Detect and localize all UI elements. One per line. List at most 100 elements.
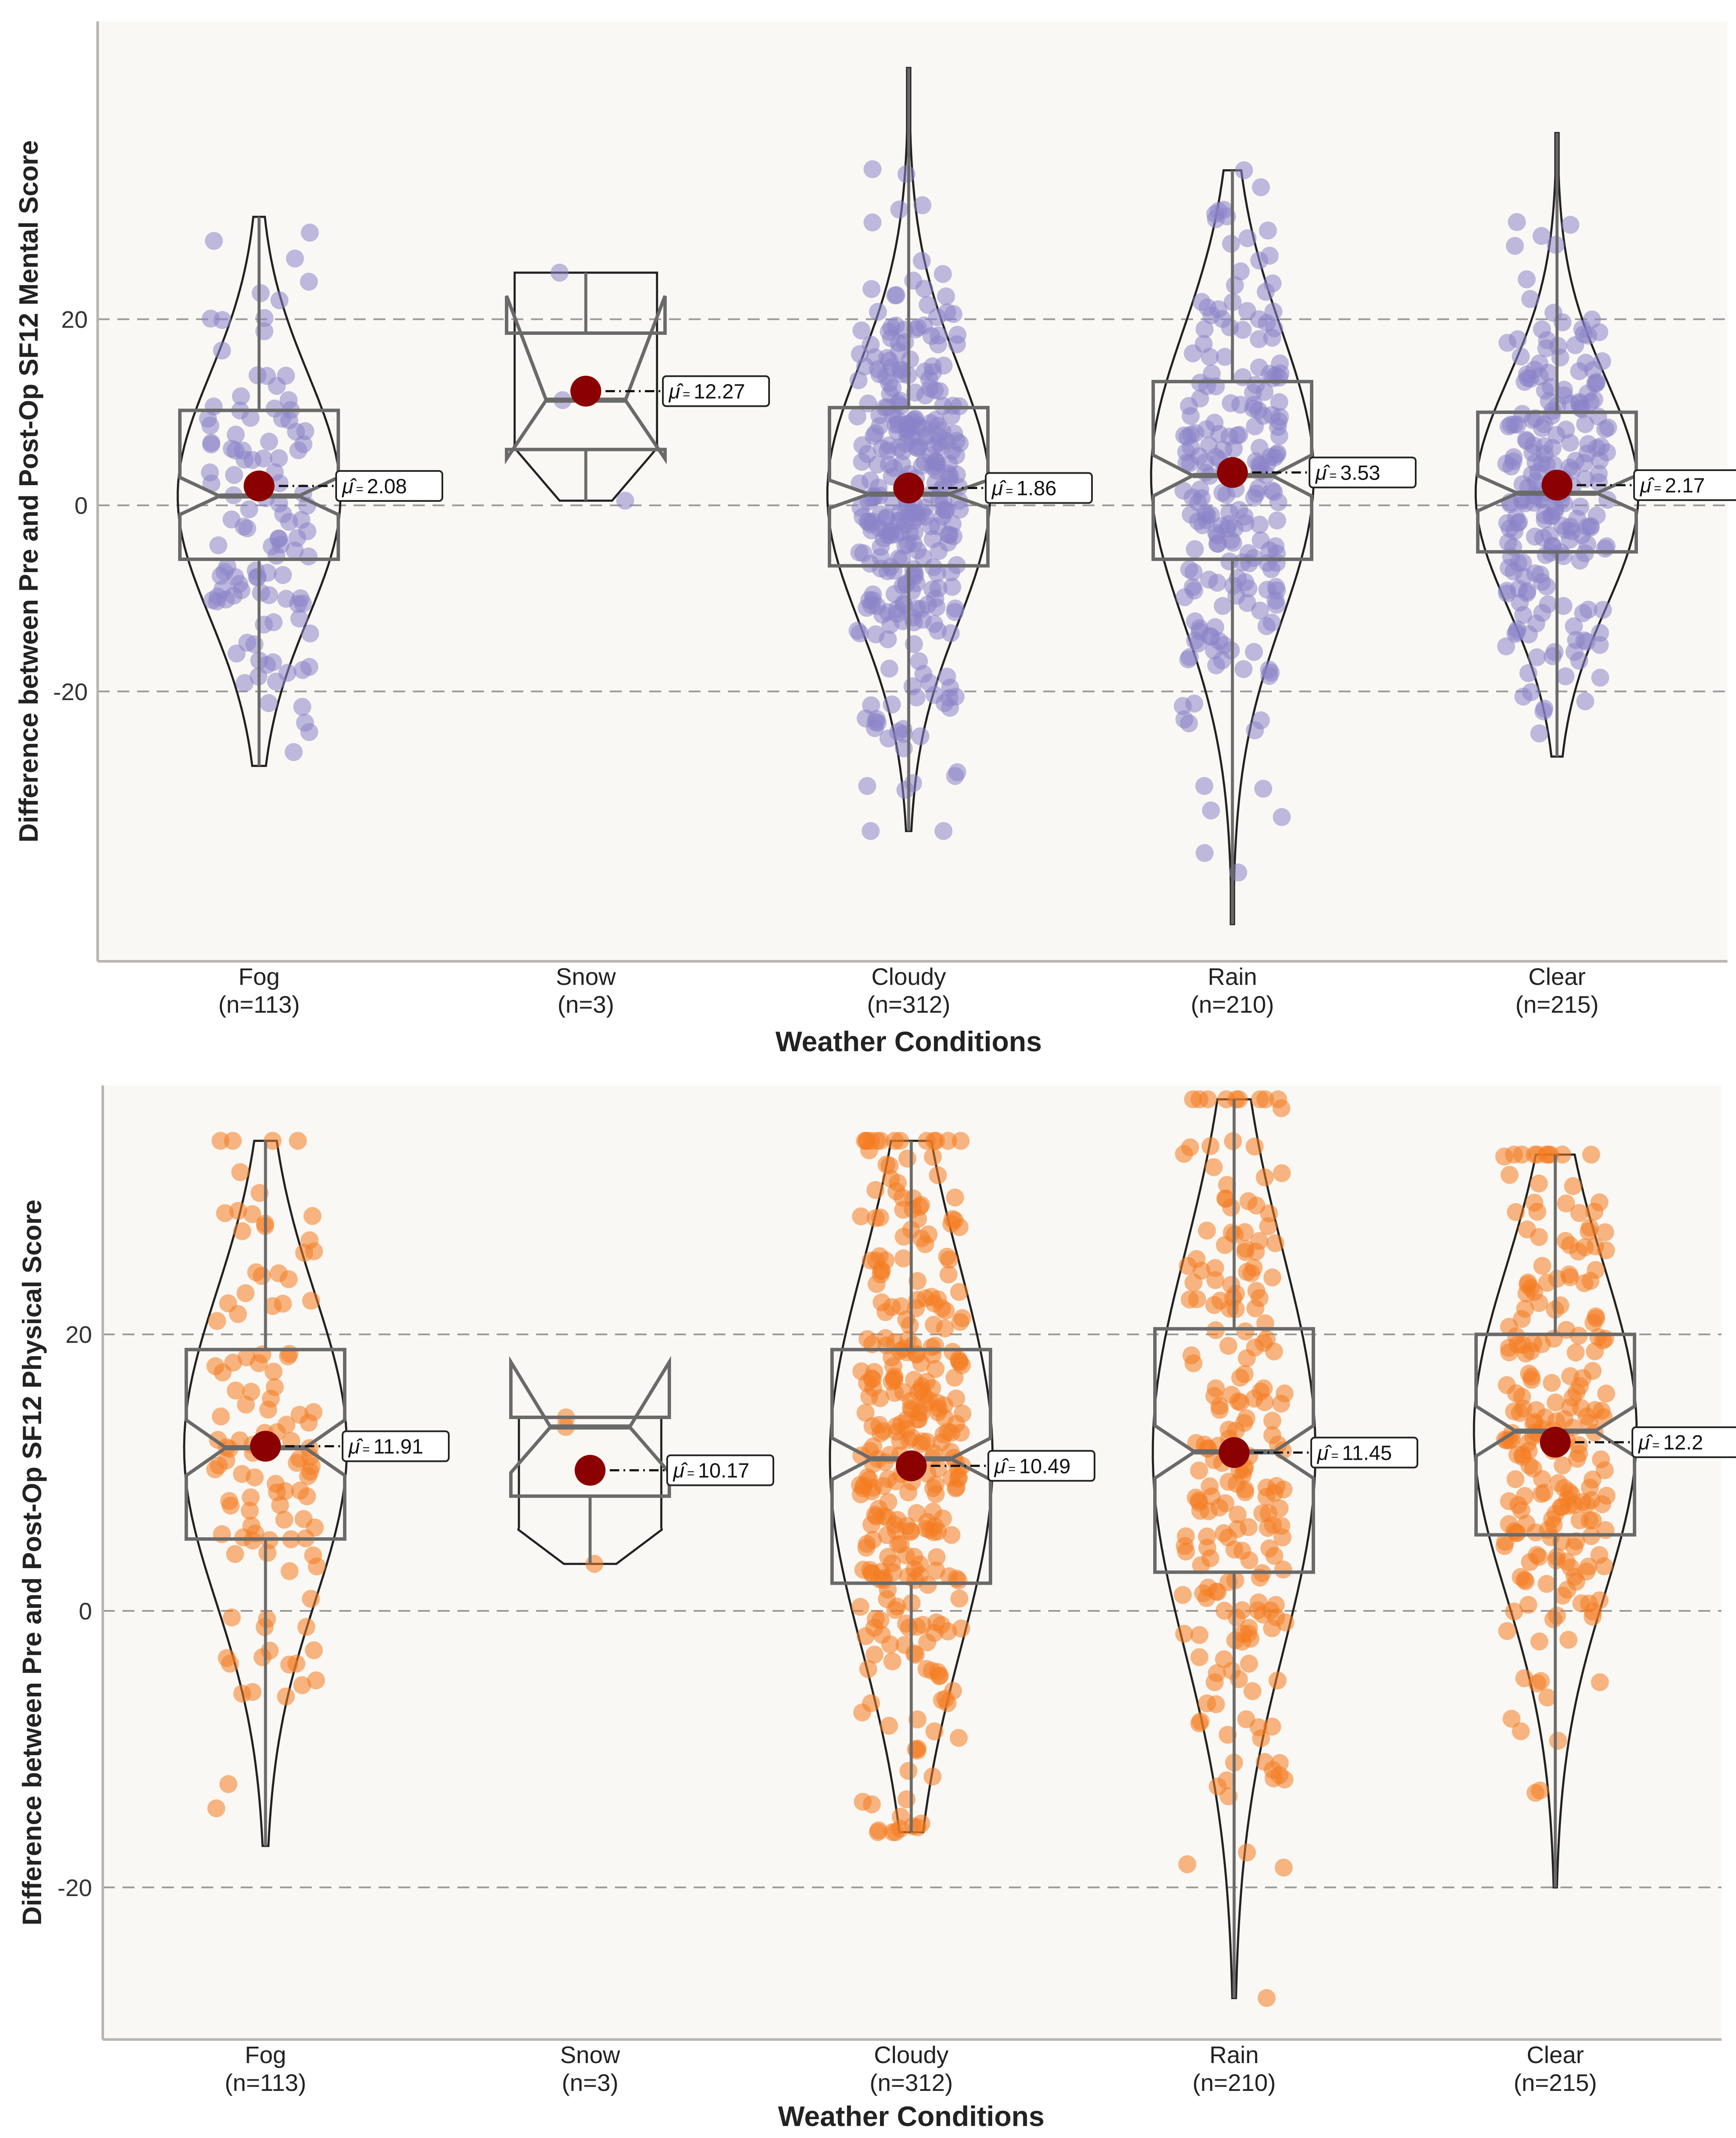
- data-point: [1174, 1586, 1192, 1604]
- data-point: [889, 723, 907, 741]
- data-point: [1265, 1484, 1283, 1502]
- data-point: [1238, 1349, 1256, 1367]
- data-point: [934, 356, 953, 375]
- data-point: [1245, 1390, 1263, 1408]
- data-point: [227, 644, 246, 663]
- data-point: [952, 1619, 970, 1638]
- mean-label: μ̂ = 1.86: [991, 477, 1056, 500]
- data-point: [247, 561, 265, 580]
- data-point: [1508, 415, 1527, 434]
- x-axis-label: Weather Conditions: [776, 1026, 1042, 1057]
- data-point: [1512, 1310, 1531, 1328]
- data-point: [1222, 394, 1240, 412]
- data-point: [1200, 436, 1218, 455]
- mean-label-box: [1309, 456, 1417, 489]
- data-point: [928, 1394, 946, 1412]
- data-point: [919, 595, 937, 614]
- x-tick-label: Rain: [1208, 963, 1257, 990]
- data-point: [950, 1283, 968, 1301]
- x-tick-count: (n=113): [218, 991, 300, 1018]
- data-point: [1254, 779, 1272, 798]
- data-point: [934, 822, 953, 840]
- data-point: [943, 1343, 962, 1361]
- data-point: [852, 1207, 870, 1226]
- box-snow: [505, 295, 667, 465]
- data-point: [1213, 483, 1232, 502]
- data-point: [943, 1469, 961, 1488]
- data-point: [1250, 330, 1268, 349]
- mean-label-box: [985, 472, 1093, 504]
- data-point: [1557, 521, 1575, 540]
- data-point: [1256, 283, 1275, 301]
- data-point: [1542, 1374, 1561, 1392]
- violin-clear: [1474, 132, 1640, 758]
- mean-point: [896, 1450, 927, 1482]
- data-point: [924, 1503, 942, 1521]
- data-point: [897, 165, 916, 183]
- data-point: [202, 435, 221, 453]
- data-point: [871, 417, 889, 435]
- data-point: [942, 624, 960, 642]
- mean-point: [575, 1455, 606, 1486]
- data-point: [1527, 1523, 1545, 1542]
- data-point: [893, 1188, 912, 1207]
- data-point: [290, 609, 308, 628]
- data-point: [886, 316, 905, 335]
- data-point: [1240, 1551, 1259, 1569]
- x-tick-label: Rain: [1209, 2041, 1259, 2068]
- data-point: [1573, 1493, 1592, 1511]
- data-point: [858, 599, 876, 617]
- data-point: [905, 523, 924, 541]
- x-tick-label: Snow: [556, 963, 616, 990]
- data-point: [905, 1560, 924, 1579]
- data-point: [856, 1132, 874, 1150]
- data-point: [1580, 1594, 1598, 1613]
- data-point: [227, 426, 245, 444]
- data-point: [1196, 453, 1214, 471]
- data-point: [886, 286, 904, 304]
- data-point: [1526, 1783, 1545, 1802]
- data-point: [1218, 1726, 1237, 1744]
- data-point: [1237, 1710, 1256, 1729]
- data-point: [1263, 1411, 1282, 1430]
- data-point: [277, 1688, 295, 1706]
- data-point: [1507, 623, 1526, 641]
- data-point: [206, 1357, 225, 1375]
- data-point: [1202, 801, 1220, 820]
- data-point: [1269, 1435, 1287, 1454]
- data-point: [1230, 1670, 1248, 1688]
- data-point: [289, 595, 307, 613]
- data-point: [1589, 407, 1607, 426]
- data-point: [1226, 1300, 1245, 1318]
- data-point: [908, 1710, 927, 1729]
- data-point: [1532, 227, 1551, 245]
- data-point: [904, 566, 922, 584]
- data-point: [616, 492, 634, 510]
- data-point: [229, 1305, 247, 1323]
- data-point: [1223, 1223, 1241, 1242]
- data-point: [233, 1222, 251, 1240]
- x-tick-label: Fog: [245, 2041, 286, 2068]
- data-point: [288, 1454, 306, 1472]
- mean-label-box: [342, 1430, 450, 1462]
- data-point: [1273, 1164, 1291, 1182]
- data-point: [873, 1262, 891, 1280]
- data-point: [1561, 1367, 1579, 1385]
- y-axis-label: Difference between Pre and Post-Op SF12 …: [14, 140, 44, 842]
- data-point: [1570, 1511, 1589, 1530]
- data-point: [1506, 1203, 1525, 1221]
- data-point: [944, 305, 963, 323]
- data-point: [1266, 591, 1285, 610]
- data-point: [893, 550, 911, 568]
- data-point: [585, 1555, 604, 1573]
- data-point: [265, 400, 284, 418]
- data-point: [245, 635, 264, 653]
- mean-label-box: [335, 470, 443, 502]
- data-point: [912, 1404, 931, 1422]
- data-point: [941, 699, 959, 717]
- data-point: [1570, 652, 1588, 670]
- data-point: [1193, 516, 1212, 534]
- data-point: [1234, 1466, 1252, 1485]
- data-point: [284, 743, 303, 761]
- data-point: [853, 436, 871, 454]
